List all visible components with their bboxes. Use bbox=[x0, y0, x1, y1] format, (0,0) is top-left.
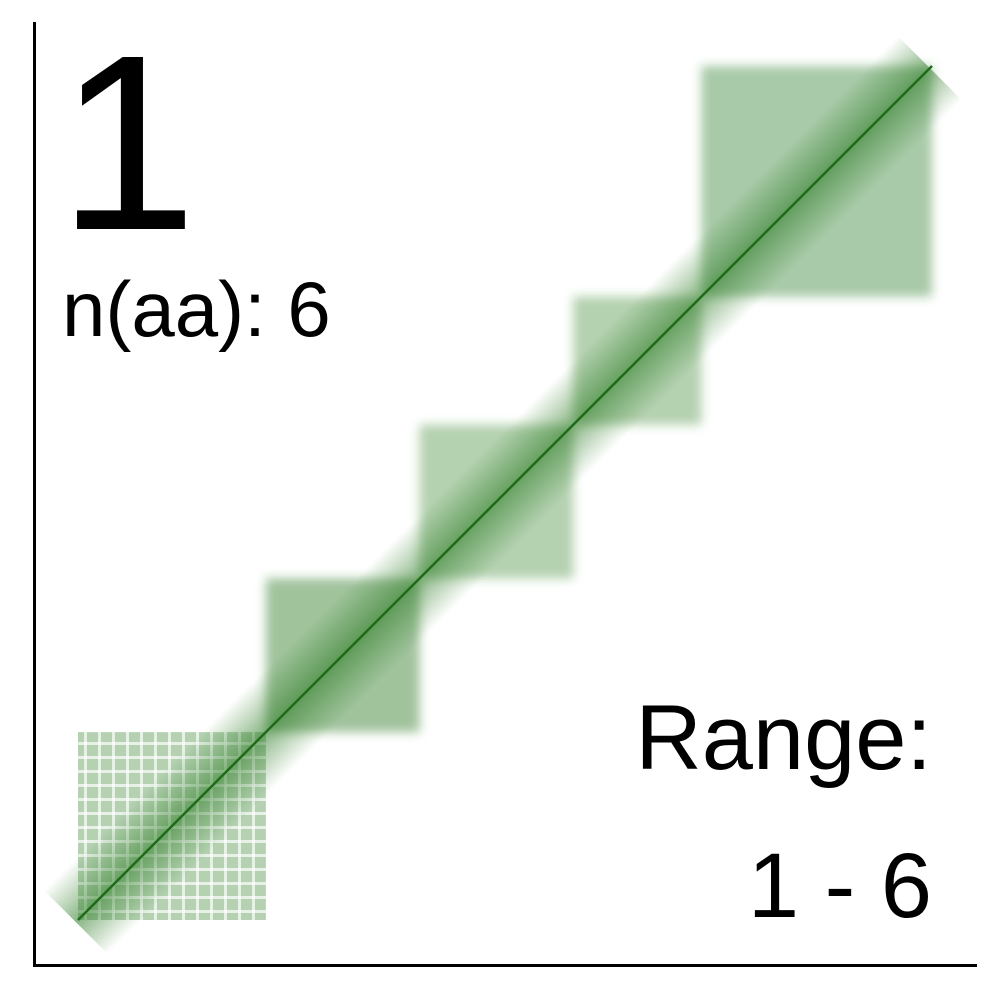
panel-number: 1 bbox=[58, 3, 198, 282]
range-value: 1 - 6 bbox=[747, 835, 932, 937]
n-aa-label: n(aa): 6 bbox=[62, 265, 331, 353]
range-title: Range: bbox=[635, 687, 932, 789]
diagonal-line bbox=[77, 65, 933, 921]
x-axis-line bbox=[33, 964, 977, 967]
y-axis-line bbox=[33, 22, 36, 967]
